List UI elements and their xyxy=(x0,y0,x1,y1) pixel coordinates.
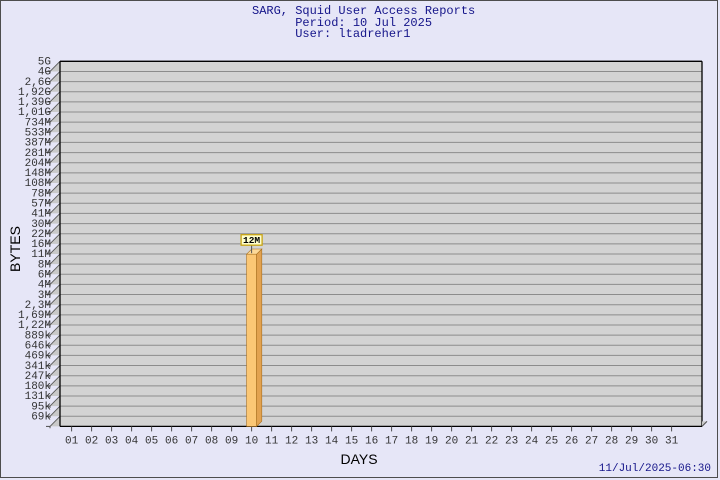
svg-text:16: 16 xyxy=(365,435,378,447)
svg-text:12M: 12M xyxy=(243,235,260,246)
svg-text:14: 14 xyxy=(325,435,339,447)
svg-text:21: 21 xyxy=(465,435,479,447)
svg-text:23: 23 xyxy=(505,435,518,447)
svg-text:30: 30 xyxy=(645,435,658,447)
svg-text:29: 29 xyxy=(625,435,638,447)
svg-text:12: 12 xyxy=(285,435,298,447)
svg-text:04: 04 xyxy=(125,435,139,447)
svg-text:13: 13 xyxy=(305,435,318,447)
svg-text:07: 07 xyxy=(185,435,198,447)
svg-text:31: 31 xyxy=(665,435,679,447)
svg-text:17: 17 xyxy=(385,435,398,447)
svg-text:25: 25 xyxy=(545,435,558,447)
svg-text:01: 01 xyxy=(65,435,79,447)
svg-text:69k: 69k xyxy=(31,411,51,423)
svg-text:22: 22 xyxy=(485,435,498,447)
svg-text:19: 19 xyxy=(425,435,438,447)
svg-text:09: 09 xyxy=(225,435,238,447)
svg-text:02: 02 xyxy=(85,435,98,447)
svg-text:26: 26 xyxy=(565,435,578,447)
svg-text:08: 08 xyxy=(205,435,218,447)
svg-text:15: 15 xyxy=(345,435,358,447)
svg-text:18: 18 xyxy=(405,435,418,447)
svg-text:11: 11 xyxy=(265,435,279,447)
svg-text:27: 27 xyxy=(585,435,598,447)
svg-text:28: 28 xyxy=(605,435,618,447)
svg-text:03: 03 xyxy=(105,435,118,447)
svg-text:24: 24 xyxy=(525,435,539,447)
svg-text:05: 05 xyxy=(145,435,158,447)
svg-text:10: 10 xyxy=(245,435,258,447)
svg-text:06: 06 xyxy=(165,435,178,447)
svg-text:20: 20 xyxy=(445,435,458,447)
